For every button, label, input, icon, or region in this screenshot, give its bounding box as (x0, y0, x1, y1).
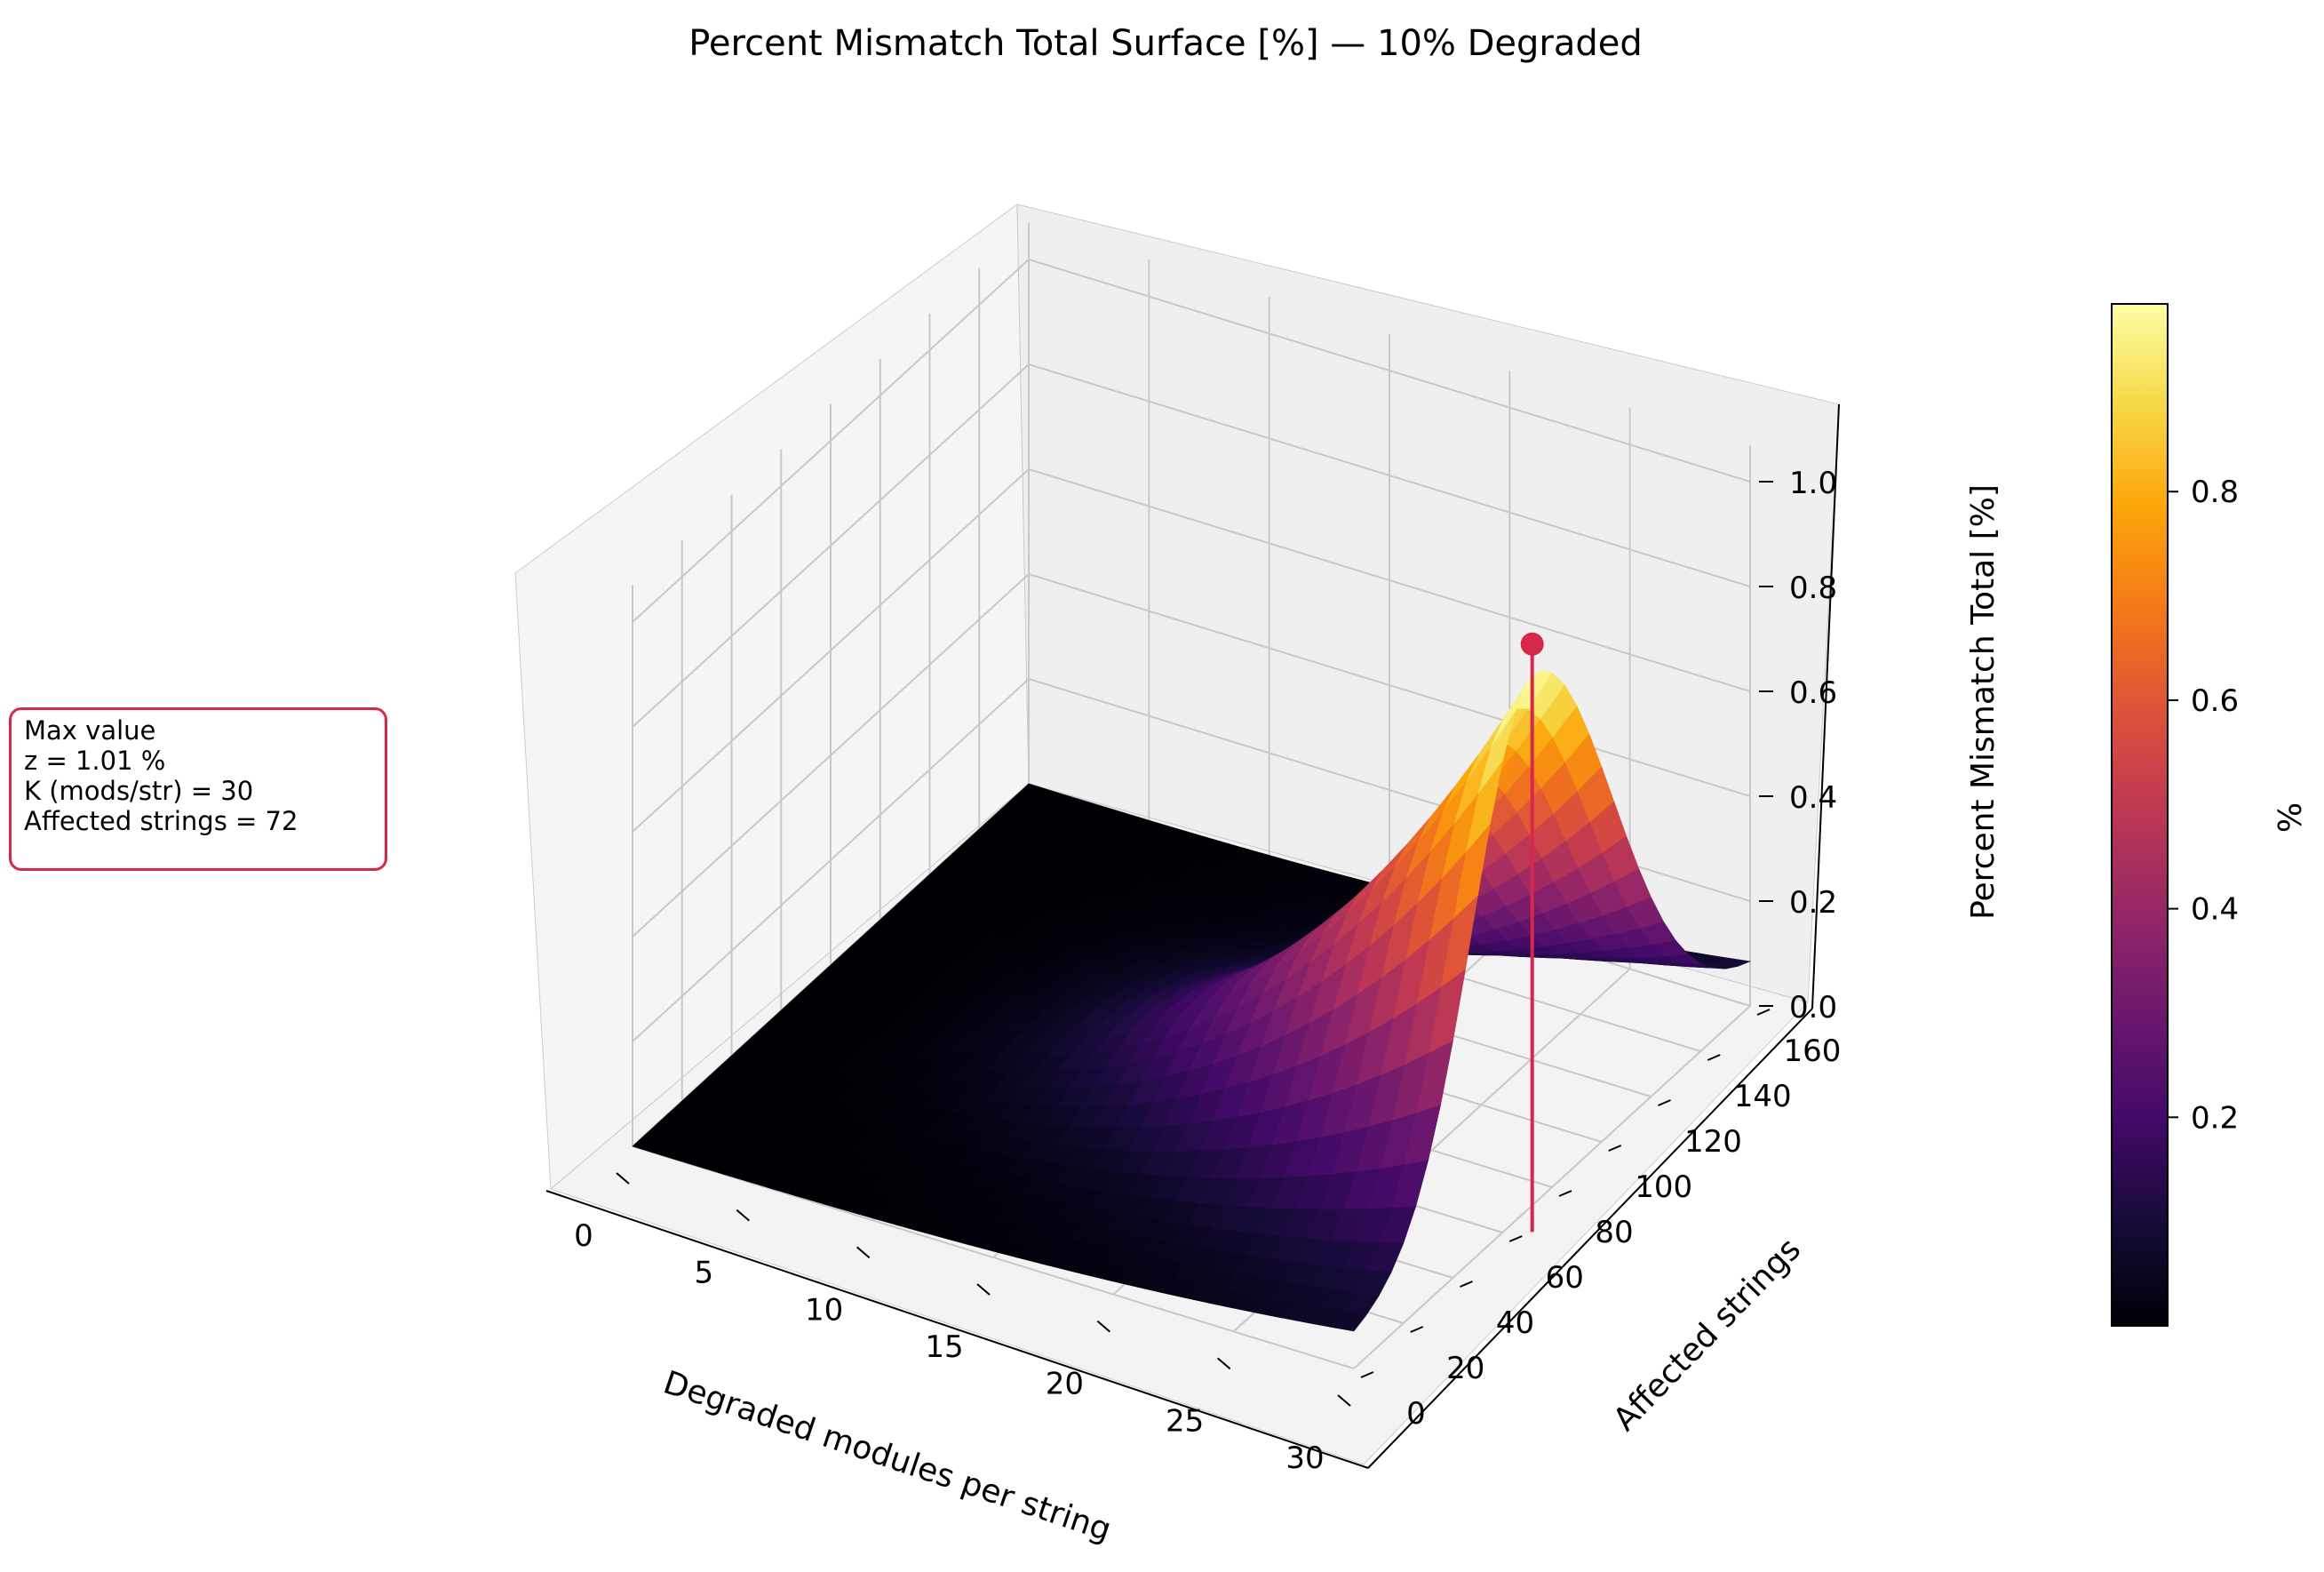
x-tick-label: 15 (925, 1329, 963, 1365)
grid-line-z (632, 258, 1751, 623)
z-tick-label: 1.0 (1789, 466, 1837, 501)
max-value-info-box: Max value z = 1.01 % K (mods/str) = 30 A… (9, 707, 387, 871)
x-tick-mark (1096, 1320, 1110, 1333)
y-tick-label: 20 (1446, 1351, 1484, 1386)
x-tick-label: 5 (695, 1256, 714, 1291)
x-tick-label: 20 (1046, 1367, 1084, 1402)
z-tick-label: 0.4 (1789, 780, 1837, 816)
z-tick-label: 0.2 (1789, 885, 1837, 921)
y-tick-label: 60 (1546, 1260, 1584, 1296)
z-tick-label: 0.0 (1789, 990, 1837, 1025)
x-axis-line (545, 1190, 1369, 1469)
surface-mesh (632, 670, 1752, 1332)
colorbar-gradient (2111, 303, 2169, 1327)
x-tick-label: 30 (1285, 1440, 1324, 1476)
y-tick-label: 100 (1635, 1169, 1692, 1205)
surface-cell (1329, 1311, 1367, 1332)
z-axis-line (1811, 403, 1840, 1009)
info-box-k: K (mods/str) = 30 (24, 776, 254, 806)
y-tick-mark (1460, 1281, 1473, 1288)
y-axis-line (1367, 1008, 1813, 1469)
colorbar-tick-label: 0.2 (2191, 1100, 2239, 1136)
z-axis-label: Percent Mismatch Total [%] (1965, 484, 2002, 920)
y-tick-mark (1508, 1235, 1523, 1242)
x-tick-label: 25 (1166, 1403, 1204, 1439)
colorbar-tick-label: 0.4 (2191, 892, 2239, 928)
y-tick-mark (1558, 1190, 1572, 1197)
y-tick-mark (1360, 1371, 1374, 1378)
z-tick-label: 0.6 (1789, 675, 1837, 711)
max-point-marker (1520, 632, 1544, 656)
colorbar-label: % (2272, 802, 2309, 833)
y-tick-mark (1608, 1145, 1622, 1152)
colorbar-ticks: 0.2 0.4 0.6 0.8 (2168, 475, 2239, 1136)
x-tick-mark (616, 1172, 630, 1185)
grid-line-z (632, 467, 1751, 833)
x-tick-mark (976, 1283, 991, 1296)
y-tick-label: 80 (1595, 1215, 1633, 1250)
x-tick-mark (736, 1209, 750, 1222)
y-tick-mark (1410, 1326, 1424, 1333)
y-tick-label: 140 (1734, 1079, 1792, 1114)
z-ticks: 0.0 0.2 0.4 0.6 0.8 1.0 (1759, 466, 1837, 1025)
info-box-z: z = 1.01 % (24, 746, 166, 776)
grid-line-z (632, 363, 1751, 728)
info-box-strings: Affected strings = 72 (24, 806, 298, 836)
colorbar-tick-label: 0.6 (2191, 683, 2239, 719)
y-tick-label: 0 (1406, 1396, 1426, 1432)
x-tick-mark (856, 1246, 871, 1259)
y-tick-mark (1756, 1009, 1771, 1016)
info-box-title: Max value (24, 715, 156, 746)
y-tick-label: 160 (1784, 1033, 1842, 1069)
y-axis-label: Affected strings (1606, 1232, 1808, 1439)
y-tick-label: 120 (1684, 1124, 1742, 1160)
y-tick-mark (1707, 1054, 1721, 1061)
x-tick-mark (1337, 1394, 1351, 1407)
chart-title: Percent Mismatch Total Surface [%] — 10%… (688, 23, 1643, 64)
colorbar-tick-label: 0.8 (2191, 475, 2239, 510)
x-tick-label: 0 (574, 1218, 593, 1254)
z-tick-label: 0.8 (1789, 571, 1837, 606)
colorbar: 0.2 0.4 0.6 0.8 % (2111, 303, 2309, 1327)
x-ticks: 0 5 10 15 20 25 30 (574, 1172, 1351, 1476)
x-tick-mark (1217, 1357, 1231, 1370)
y-tick-label: 40 (1496, 1305, 1534, 1341)
x-tick-label: 10 (805, 1292, 843, 1328)
y-tick-mark (1658, 1099, 1671, 1106)
